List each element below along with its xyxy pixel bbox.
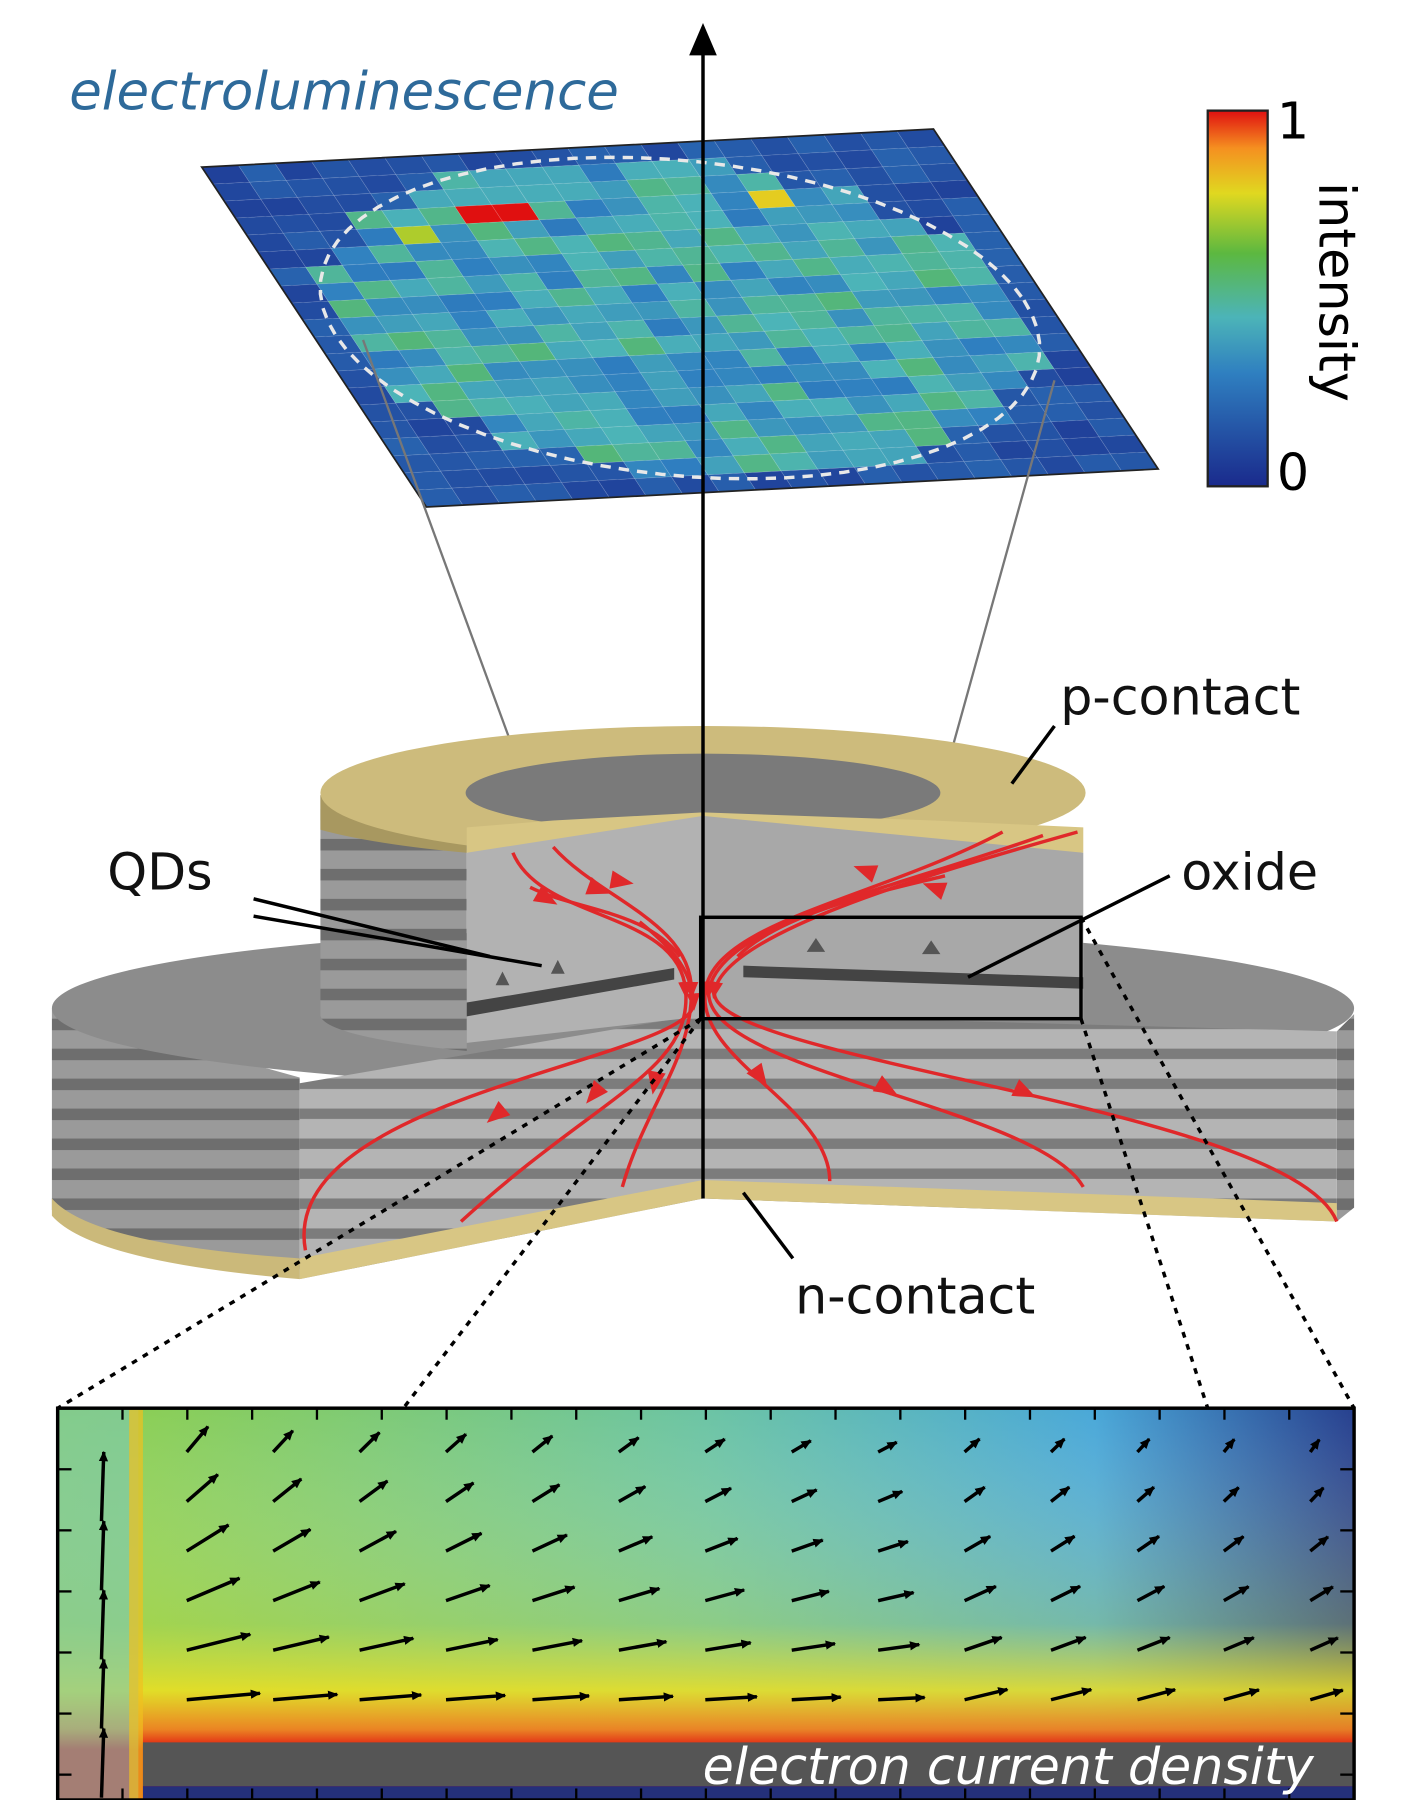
quiver-arrow: [101, 1729, 103, 1798]
inset: electron current density: [58, 1408, 1354, 1800]
label: n-contact: [795, 1267, 1035, 1326]
colorbar-max: 1: [1277, 91, 1309, 150]
colorbar-label: intensity: [1308, 182, 1367, 402]
colorbar: [1208, 111, 1268, 487]
heatmap: [202, 129, 1158, 507]
quiver-arrow: [101, 1590, 103, 1659]
quiver-arrow: [101, 1659, 103, 1728]
label: oxide: [1181, 843, 1318, 902]
figure: electroluminescence 1 0 intensity: [0, 0, 1406, 1800]
label: QDs: [107, 843, 212, 902]
inset-title: electron current density: [703, 1737, 1315, 1796]
quiver-arrow: [878, 1697, 925, 1699]
quiver-arrow: [101, 1452, 103, 1521]
quiver-arrow: [101, 1521, 103, 1590]
label: p-contact: [1060, 667, 1300, 726]
axis-arrowhead: [689, 23, 717, 55]
title: electroluminescence: [69, 61, 619, 122]
colorbar-min: 0: [1277, 443, 1309, 502]
